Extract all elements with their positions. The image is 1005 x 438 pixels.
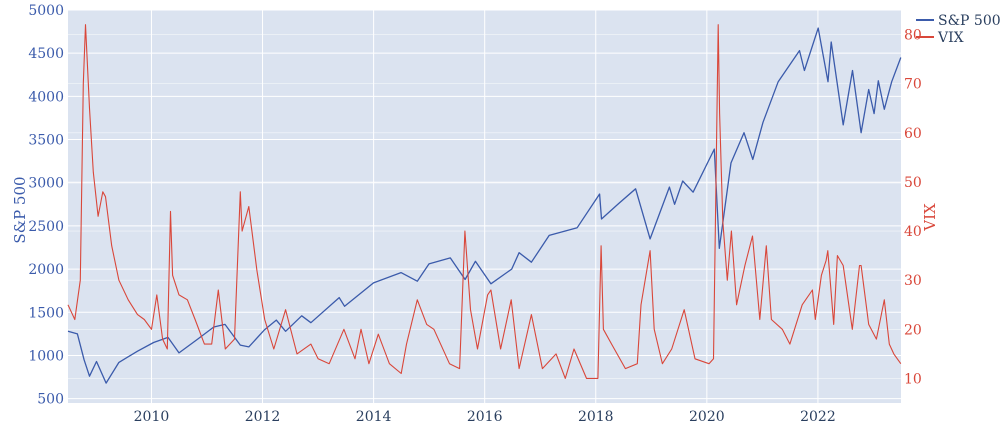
y-left-tick-label: 2000 — [28, 262, 64, 278]
y-right-tick-label: 20 — [904, 322, 922, 338]
grid-lines — [68, 9, 901, 403]
y-right-tick-label: 80 — [904, 28, 922, 44]
right-axis-ticks: 10 20 30 40 50 60 70 80 — [904, 28, 922, 388]
x-tick-label: 2014 — [356, 409, 392, 425]
y-left-tick-label: 3500 — [28, 133, 64, 149]
vix-line-group — [67, 24, 902, 379]
y-left-tick-label: 500 — [37, 392, 64, 408]
y-left-tick-label: 4000 — [28, 89, 64, 105]
y-left-tick-label: 3000 — [28, 176, 64, 192]
y-left-tick-label: 1500 — [28, 305, 64, 321]
x-tick-label: 2022 — [800, 409, 836, 425]
y-left-tick-label: 5000 — [28, 3, 64, 19]
y-right-tick-label: 40 — [904, 224, 922, 240]
y-right-tick-label: 30 — [904, 273, 922, 289]
x-tick-label: 2012 — [245, 409, 281, 425]
y-right-tick-label: 10 — [904, 371, 922, 387]
y-right-tick-label: 50 — [904, 175, 922, 191]
sp500-series-line — [67, 27, 902, 384]
sp500-line-group — [67, 27, 902, 384]
legend-label-vix: VIX — [937, 30, 964, 46]
left-axis-ticks: 500 1000 1500 2000 2500 3000 3500 4000 4500 5000 — [28, 3, 64, 408]
y-right-tick-label: 60 — [904, 126, 922, 142]
legend-label-sp500: S&P 500 — [938, 13, 1001, 29]
vix-series-line — [67, 24, 902, 379]
y-right-tick-label: 70 — [904, 77, 922, 93]
x-tick-label: 2020 — [689, 409, 725, 425]
x-tick-label: 2018 — [578, 409, 614, 425]
x-axis-ticks: 2010 2012 2014 2016 2018 2020 2022 — [134, 409, 836, 425]
right-axis-title: VIX — [921, 203, 939, 232]
y-left-tick-label: 2500 — [28, 219, 64, 235]
x-tick-label: 2010 — [134, 409, 170, 425]
y-left-tick-label: 4500 — [28, 46, 64, 62]
left-axis-title: S&P 500 — [11, 176, 29, 243]
y-left-tick-label: 1000 — [28, 348, 64, 364]
x-tick-label: 2016 — [467, 409, 503, 425]
legend: S&P 500 VIX — [916, 13, 1001, 46]
